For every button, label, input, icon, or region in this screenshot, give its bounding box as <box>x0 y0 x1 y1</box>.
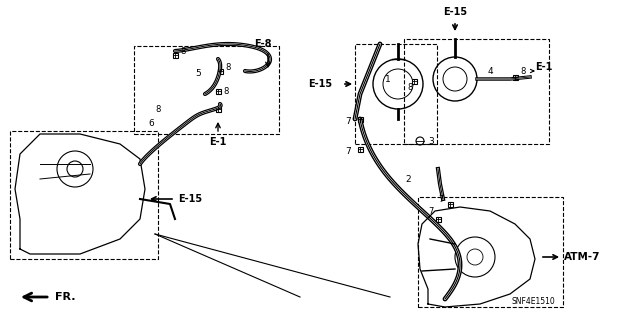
Text: 4: 4 <box>488 66 493 76</box>
Text: ATM-7: ATM-7 <box>564 252 600 262</box>
Bar <box>134 46 279 134</box>
Text: 7: 7 <box>438 195 444 204</box>
Text: E-15: E-15 <box>178 194 202 204</box>
Text: 8: 8 <box>225 63 230 71</box>
Text: 2: 2 <box>405 174 411 183</box>
Text: 8: 8 <box>155 105 161 114</box>
Text: 8: 8 <box>223 86 228 95</box>
Text: 5: 5 <box>195 70 201 78</box>
Text: 7: 7 <box>428 206 433 216</box>
Bar <box>412 78 417 84</box>
Bar <box>216 107 221 112</box>
Text: E-8: E-8 <box>254 39 272 49</box>
Bar <box>404 39 549 144</box>
Text: 8: 8 <box>180 47 186 56</box>
Text: 7: 7 <box>345 146 351 155</box>
Text: E-1: E-1 <box>209 137 227 147</box>
Bar <box>216 88 221 93</box>
Bar <box>435 217 440 221</box>
Text: 1: 1 <box>385 75 391 84</box>
Text: 8: 8 <box>520 66 525 76</box>
Text: 6: 6 <box>148 120 154 129</box>
Text: 3: 3 <box>428 137 434 145</box>
Bar <box>173 53 177 57</box>
Text: FR.: FR. <box>55 292 76 302</box>
Bar <box>418 197 563 307</box>
Bar <box>218 69 223 73</box>
Bar <box>10 131 158 259</box>
Text: E-15: E-15 <box>308 79 332 89</box>
Bar <box>513 75 518 79</box>
Bar <box>358 116 362 122</box>
Text: SNF4E1510: SNF4E1510 <box>511 296 555 306</box>
Text: E-1: E-1 <box>535 62 552 72</box>
Bar <box>358 146 362 152</box>
Text: 7: 7 <box>345 116 351 125</box>
Text: 8: 8 <box>407 83 412 92</box>
Bar <box>355 44 437 144</box>
Bar <box>447 202 452 206</box>
Text: E-15: E-15 <box>443 7 467 17</box>
